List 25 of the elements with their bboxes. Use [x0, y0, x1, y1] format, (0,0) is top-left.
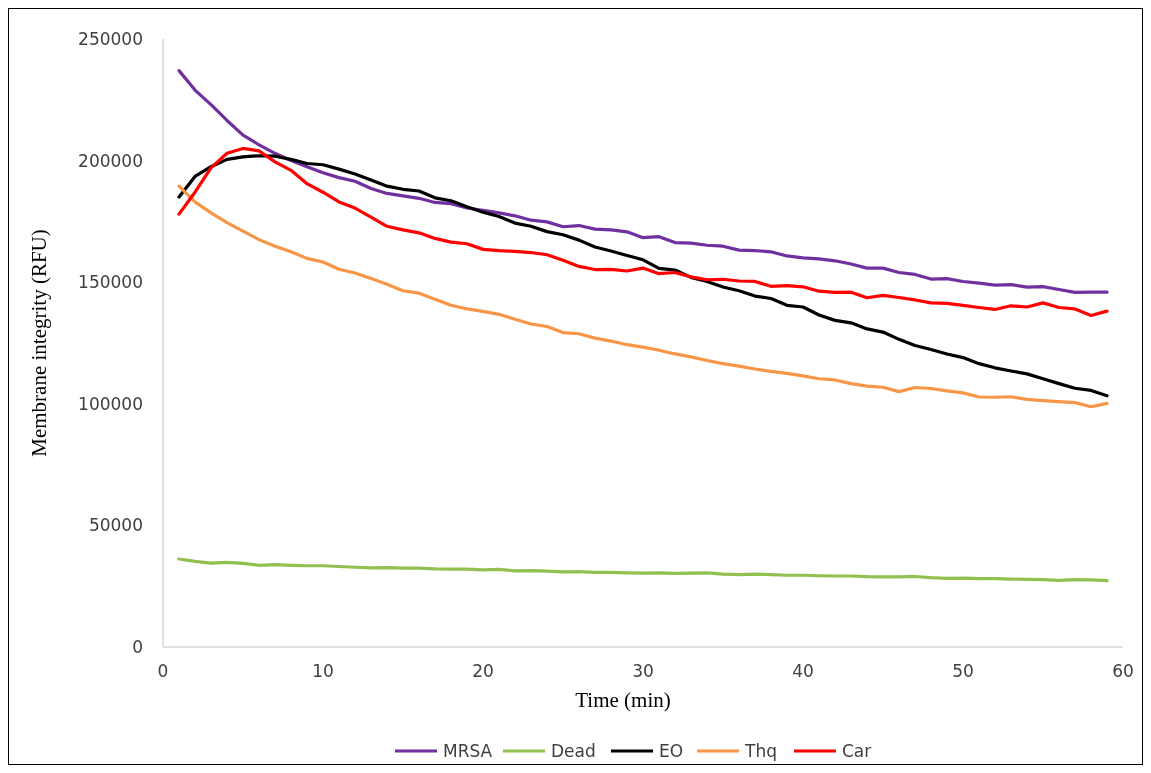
line-series: [177, 557, 1109, 583]
y-tick-label: 0: [132, 636, 143, 657]
y-tick-label: 200000: [78, 150, 143, 171]
x-tick-label: 30: [632, 661, 654, 681]
line-series: [177, 69, 1109, 295]
line-series: [177, 154, 1109, 398]
y-tick-label: 100000: [78, 393, 143, 414]
legend-label: Car: [842, 741, 872, 761]
y-axis-title: Membrane integrity (RFU): [27, 229, 51, 457]
y-tick-label: 50000: [88, 515, 143, 536]
line-series: [177, 146, 1109, 318]
x-tick-label: 0: [157, 661, 169, 681]
x-tick-label: 20: [472, 661, 494, 681]
x-tick-label: 40: [792, 661, 814, 681]
y-tick-label: 250000: [78, 28, 143, 49]
x-tick-label: 50: [952, 661, 974, 681]
x-tick-label: 60: [1112, 661, 1134, 681]
x-tick-label: 10: [312, 661, 334, 681]
line-series: [177, 184, 1109, 409]
legend-label: MRSA: [443, 741, 493, 761]
y-tick-label: 150000: [78, 272, 143, 293]
legend-label: Thq: [744, 741, 777, 761]
x-axis-title: Time (min): [575, 688, 671, 712]
legend-label: Dead: [551, 741, 596, 761]
legend-label: EO: [659, 741, 684, 761]
